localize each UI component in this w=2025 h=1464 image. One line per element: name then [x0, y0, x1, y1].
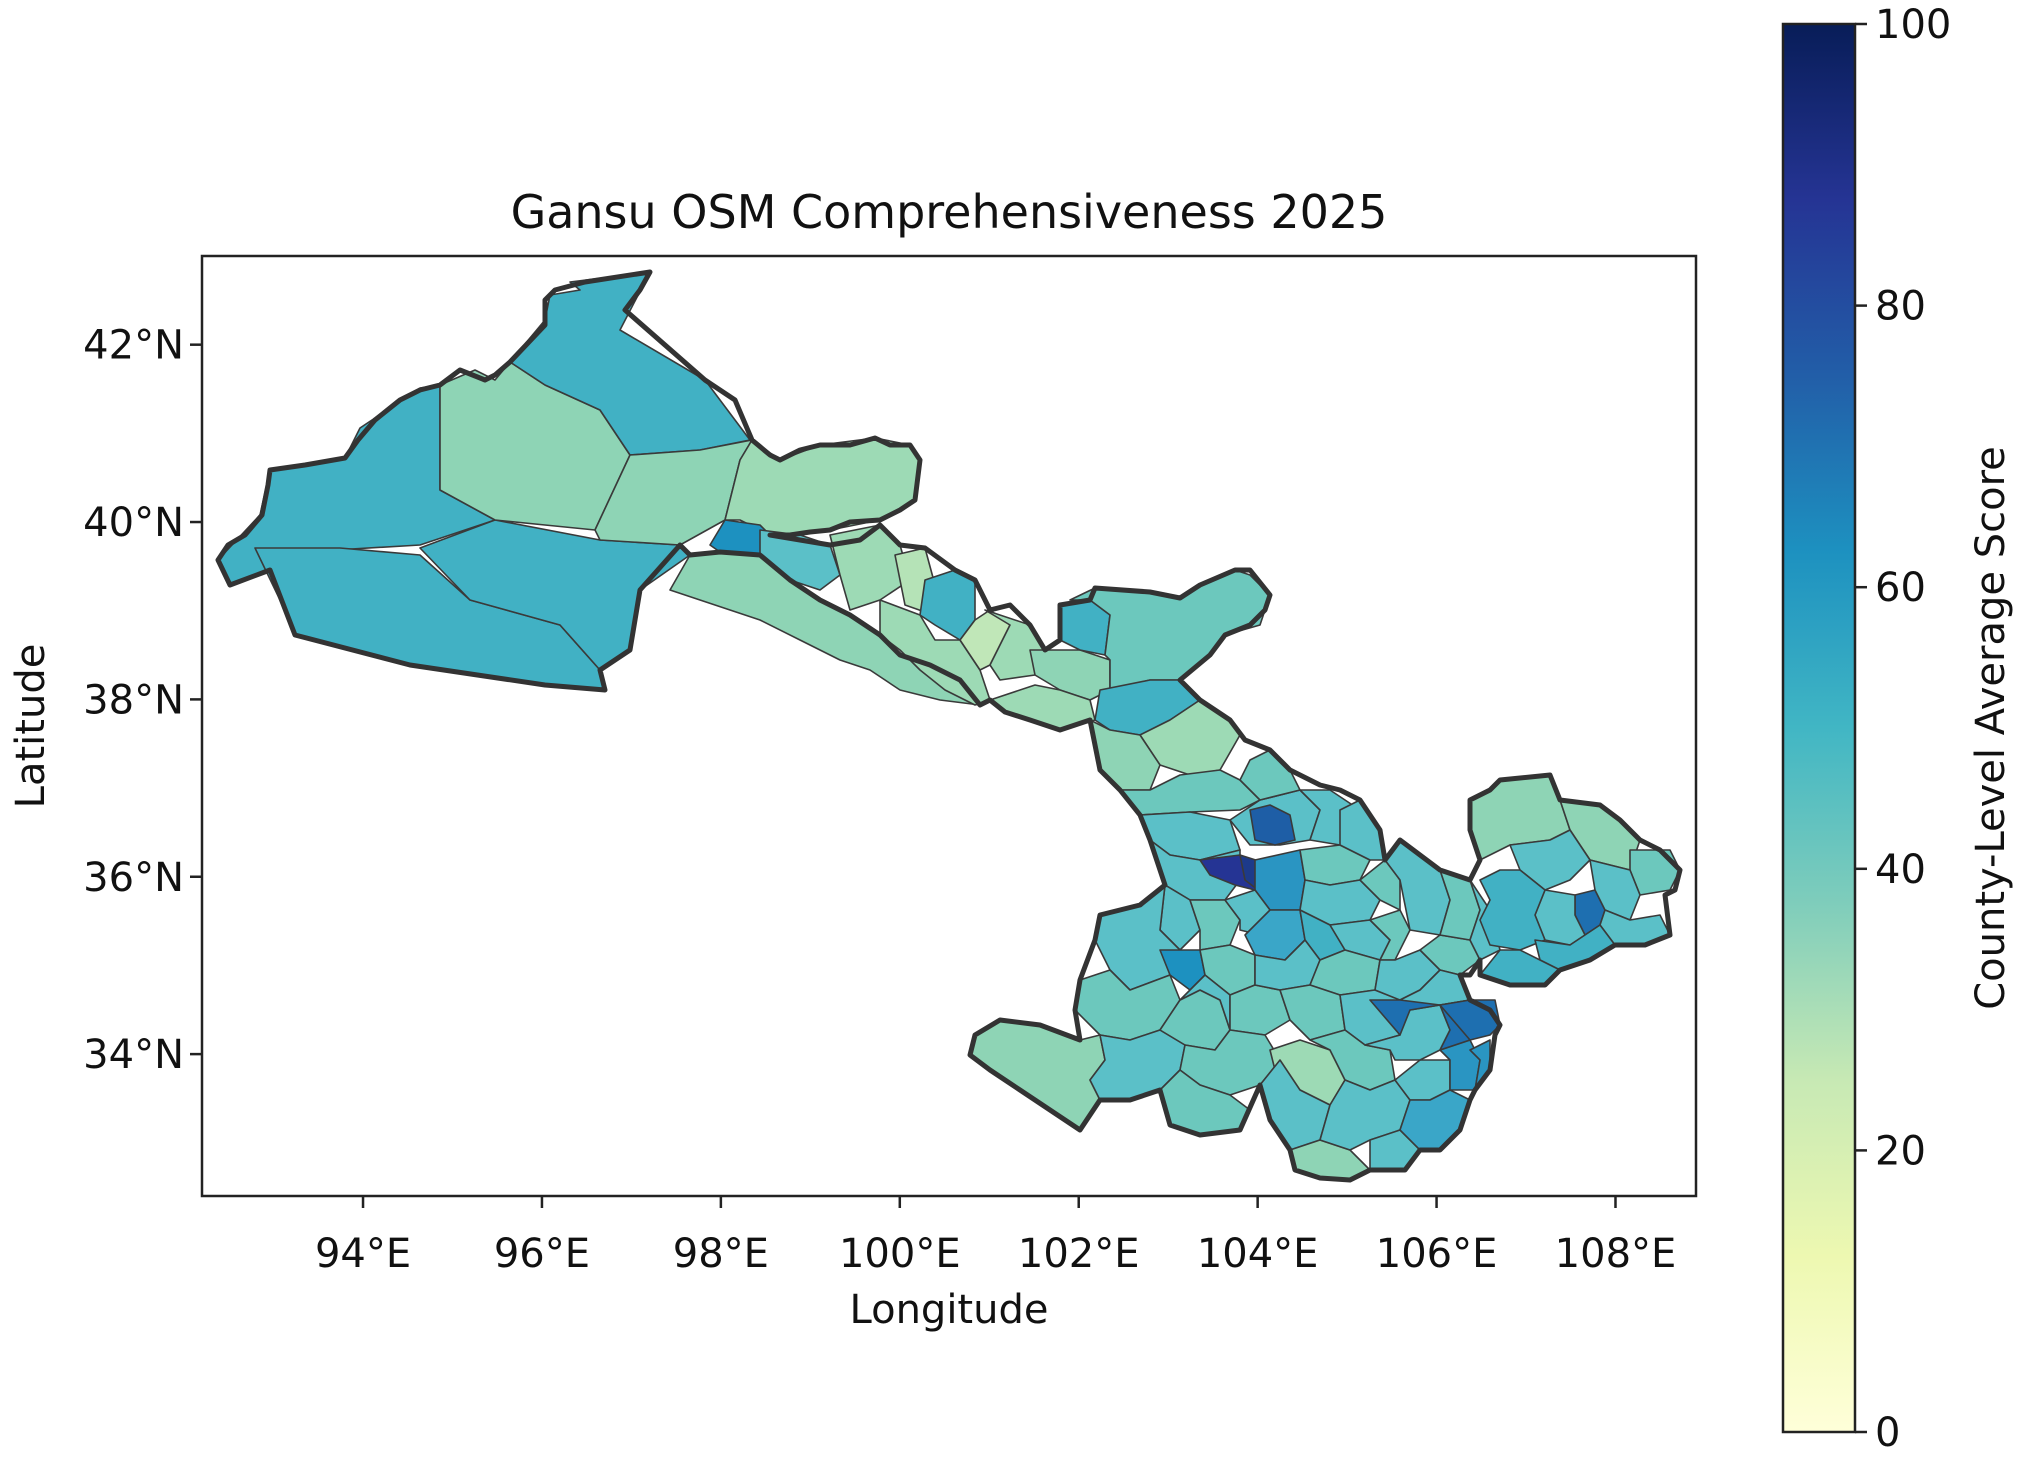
county-region: [1279, 984, 1346, 1041]
county-region: [509, 271, 751, 456]
county-region: [724, 437, 921, 536]
y-axis-label: Latitude: [8, 644, 54, 809]
colorbar-label: County-Level Average Score: [1968, 446, 2014, 1010]
y-tick-label: 34°N: [83, 1032, 184, 1078]
x-tick-label: 100°E: [839, 1231, 961, 1277]
y-tick-label: 42°N: [83, 323, 184, 369]
y-tick-label: 36°N: [83, 855, 184, 901]
colorbar-tick-label: 40: [1875, 847, 1926, 893]
county-region: [969, 1019, 1106, 1131]
colorbar-tick-label: 20: [1875, 1128, 1926, 1174]
x-tick-label: 96°E: [494, 1231, 590, 1277]
x-axis-label: Longitude: [850, 1287, 1049, 1333]
x-axis: 94°E 96°E 98°E 100°E 102°E 104°E 106°E 108°E: [315, 1196, 1676, 1277]
colorbar-tick-label: 100: [1875, 2, 1951, 48]
county-region: [1249, 804, 1296, 846]
colorbar-tick-label: 0: [1875, 1410, 1900, 1456]
x-tick-label: 98°E: [673, 1231, 769, 1277]
map-region-group: [217, 271, 1681, 1181]
x-tick-label: 102°E: [1018, 1231, 1140, 1277]
x-tick-label: 94°E: [315, 1231, 411, 1277]
y-tick-label: 40°N: [83, 500, 184, 546]
x-tick-label: 108°E: [1555, 1231, 1677, 1277]
map-title: Gansu OSM Comprehensiveness 2025: [511, 185, 1388, 239]
colorbar-ticks: 0 20 40 60 80 100: [1855, 2, 1951, 1456]
x-tick-label: 106°E: [1376, 1231, 1498, 1277]
axes-frame: [200, 254, 1698, 1198]
colorbar-tick-label: 80: [1875, 284, 1926, 330]
x-tick-label: 104°E: [1197, 1231, 1319, 1277]
y-tick-label: 38°N: [83, 677, 184, 723]
county-region: [1479, 869, 1546, 951]
county-region: [1359, 859, 1401, 911]
colorbar: [1781, 22, 1857, 1434]
y-axis: 34°N 36°N 38°N 40°N 42°N: [83, 323, 202, 1078]
colorbar-tick-label: 60: [1875, 565, 1926, 611]
province-outline: [215, 269, 1683, 1183]
